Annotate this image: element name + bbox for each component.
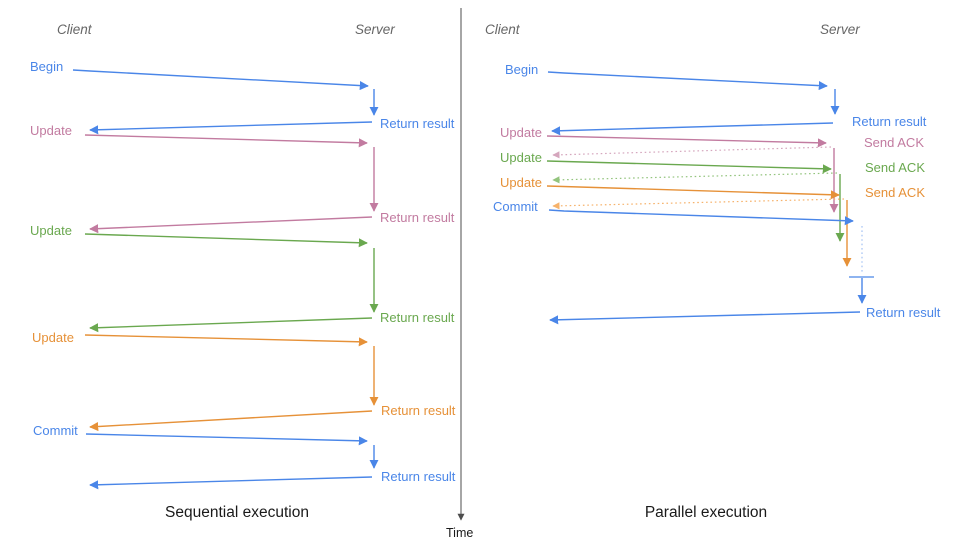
right-ack-update3-label: Send ACK — [865, 185, 925, 200]
right-op-commit-label: Commit — [493, 199, 538, 214]
right-update2-flow — [546, 160, 845, 242]
left-update1-response-arrow — [89, 216, 373, 234]
right-ack-update1-label: Send ACK — [864, 135, 924, 150]
right-update3-ack-dotted-arrow — [552, 198, 845, 210]
right-response-begin-label: Return result — [852, 114, 927, 129]
left-update2-request-arrow — [84, 233, 368, 248]
left-client-header: Client — [57, 22, 92, 37]
right-op-update3-label: Update — [500, 175, 542, 190]
left-commit-request-arrow — [85, 433, 368, 446]
left-begin-response-arrow — [89, 121, 373, 135]
left-update1-request-arrow — [84, 134, 368, 148]
left-op-update1-label: Update — [30, 123, 72, 138]
right-update1-flow — [546, 135, 839, 213]
right-op-begin-label: Begin — [505, 62, 539, 77]
right-update1-ack-dotted-arrow — [552, 146, 832, 159]
left-server-header: Server — [355, 22, 395, 37]
left-begin-request-arrow — [72, 69, 369, 91]
right-begin-response-arrow — [551, 122, 834, 136]
right-commit-flow — [548, 209, 874, 325]
left-response-update3-label: Return result — [381, 403, 456, 418]
left-commit-flow — [85, 433, 379, 490]
left-op-update2-label: Update — [30, 223, 72, 238]
right-op-update1-label: Update — [500, 125, 542, 140]
left-commit-response-arrow — [89, 476, 373, 490]
time-axis-label: Time — [446, 526, 474, 540]
left-update2-flow — [84, 233, 379, 333]
left-response-begin-label: Return result — [380, 116, 455, 131]
right-update3-flow — [546, 185, 852, 267]
right-update2-request-arrow — [546, 160, 832, 174]
left-response-update1-label: Return result — [380, 210, 455, 225]
left-update3-flow — [84, 334, 379, 432]
right-server-header: Server — [820, 22, 860, 37]
left-op-commit-label: Commit — [33, 423, 78, 438]
left-update3-request-arrow — [84, 334, 368, 347]
left-response-commit-label: Return result — [381, 469, 456, 484]
right-begin-request-arrow — [547, 71, 828, 91]
right-response-commit-label: Return result — [866, 305, 941, 320]
right-commit-request-arrow — [548, 209, 854, 226]
left-update3-response-arrow — [89, 410, 373, 432]
right-update2-ack-dotted-arrow — [552, 172, 838, 184]
left-begin-flow — [72, 69, 379, 135]
left-op-update3-label: Update — [32, 330, 74, 345]
right-update1-request-arrow — [546, 135, 827, 148]
right-op-update2-label: Update — [500, 150, 542, 165]
left-response-update2-label: Return result — [380, 310, 455, 325]
left-update2-response-arrow — [89, 317, 373, 333]
right-update3-request-arrow — [546, 185, 840, 200]
right-client-header: Client — [485, 22, 520, 37]
right-panel-title: Parallel execution — [644, 504, 768, 521]
left-update1-flow — [84, 134, 379, 234]
right-ack-update2-label: Send ACK — [865, 160, 925, 175]
right-begin-flow — [547, 71, 840, 136]
left-op-begin-label: Begin — [30, 59, 64, 74]
right-commit-response-arrow — [549, 311, 861, 325]
left-panel-title: Sequential execution — [165, 504, 309, 521]
